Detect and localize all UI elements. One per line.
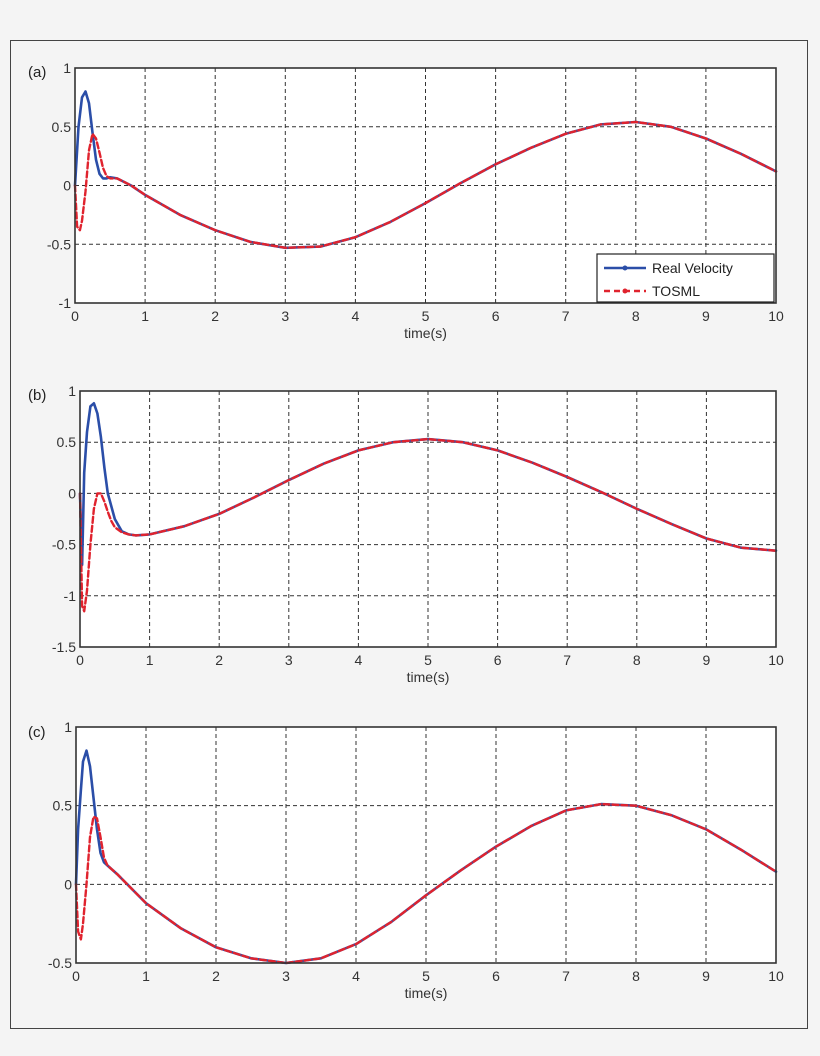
x-tick-label: 9: [702, 308, 710, 324]
x-tick-label: 8: [632, 968, 640, 984]
x-tick-label: 3: [281, 308, 289, 324]
legend-tosml-marker-icon: [622, 288, 628, 294]
x-tick-label: 3: [285, 652, 293, 668]
x-tick-label: 5: [424, 652, 432, 668]
x-axis-label: time(s): [404, 325, 447, 341]
y-tick-label: -0.5: [47, 236, 71, 252]
axes-box: [75, 726, 777, 964]
y-tick-label: 1: [63, 60, 71, 76]
y-tick-label: 0.5: [57, 434, 77, 450]
legend-real-velocity-label: Real Velocity: [652, 260, 733, 276]
x-tick-label: 6: [492, 968, 500, 984]
x-tick-label: 4: [355, 652, 363, 668]
panel-label-b: (b): [28, 387, 46, 404]
y-tick-label: 0.5: [53, 798, 73, 814]
x-tick-label: 9: [702, 968, 710, 984]
x-tick-label: 4: [352, 308, 360, 324]
y-tick-label: -1: [59, 295, 72, 311]
x-tick-label: 5: [422, 308, 430, 324]
panel-b: 0 1 2 3 4 5 6 7 8 9 10 -1.5 -1 -0.5 0 0.5 1 time(s) (b): [28, 383, 784, 685]
panel-a: 0 1 2 3 4 5 6 7 8 9 10 -1 -0.5 0 0.5 1 time(s) (a): [28, 60, 784, 341]
panel-label-c: (c): [28, 724, 46, 741]
y-tick-label: 1: [64, 719, 72, 735]
x-tick-label: 10: [768, 652, 784, 668]
y-tick-label: 1: [68, 383, 76, 399]
y-tick-label: 0: [68, 485, 76, 501]
x-tick-label: 4: [352, 968, 360, 984]
x-tick-label: 1: [141, 308, 149, 324]
x-tick-label: 2: [212, 968, 220, 984]
legend-real-velocity-marker-icon: [622, 265, 628, 271]
x-tick-label: 0: [72, 968, 80, 984]
x-axis-label: time(s): [405, 985, 448, 1001]
axes-box: [79, 390, 777, 648]
y-tick-label: -1: [64, 588, 77, 604]
x-tick-label: 7: [563, 652, 571, 668]
panel-label-a: (a): [28, 64, 46, 81]
x-axis-label: time(s): [407, 669, 450, 685]
x-tick-label: 3: [282, 968, 290, 984]
grid: [76, 727, 776, 963]
y-tick-label: -1.5: [52, 639, 76, 655]
x-tick-label: 6: [492, 308, 500, 324]
series-tosml: [78, 437, 778, 613]
x-tick-label: 1: [146, 652, 154, 668]
y-tick-label: -0.5: [48, 955, 72, 971]
x-tick-label: 9: [703, 652, 711, 668]
series-tosml: [73, 120, 778, 250]
x-tick-label: 8: [632, 308, 640, 324]
series-tosml: [74, 802, 778, 965]
x-tick-label: 7: [562, 968, 570, 984]
legend-box: [596, 253, 775, 303]
y-tick-label: 0: [63, 178, 71, 194]
x-tick-label: 0: [71, 308, 79, 324]
x-tick-label: 2: [211, 308, 219, 324]
x-tick-label: 0: [76, 652, 84, 668]
y-tick-label: -0.5: [52, 537, 76, 553]
x-tick-label: 1: [142, 968, 150, 984]
legend-tosml-label: TOSML: [652, 283, 700, 299]
x-tick-label: 6: [494, 652, 502, 668]
grid: [80, 391, 776, 647]
x-tick-label: 10: [768, 968, 784, 984]
x-tick-label: 2: [215, 652, 223, 668]
x-tick-label: 5: [422, 968, 430, 984]
y-tick-label: 0: [64, 876, 72, 892]
legend: Real Velocity TOSML: [596, 253, 775, 303]
x-tick-label: 8: [633, 652, 641, 668]
x-tick-label: 7: [562, 308, 570, 324]
x-tick-label: 10: [768, 308, 784, 324]
grid: [75, 68, 776, 303]
y-tick-label: 0.5: [52, 119, 72, 135]
axes-box: [74, 67, 777, 304]
